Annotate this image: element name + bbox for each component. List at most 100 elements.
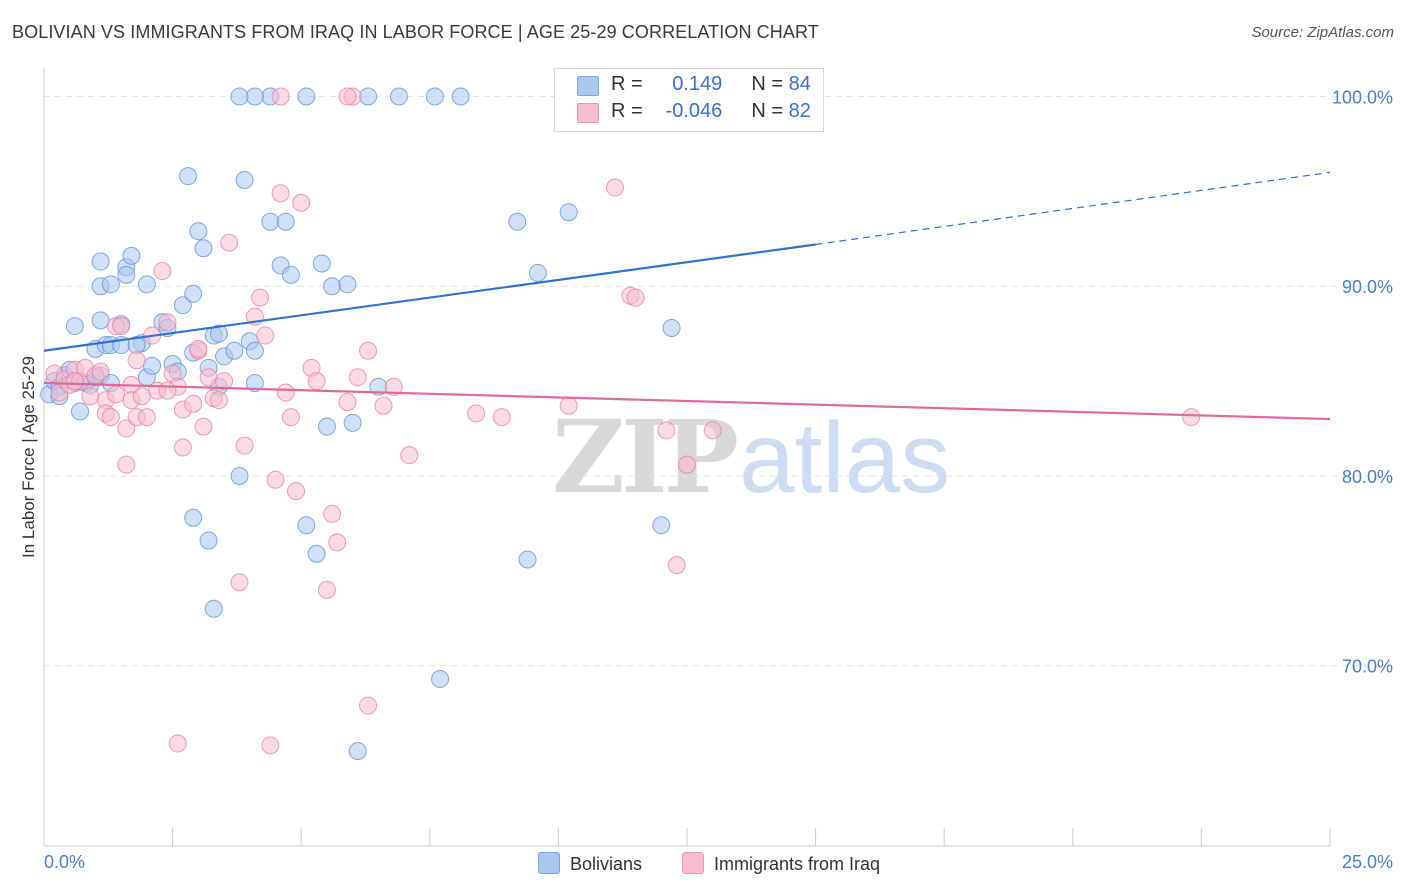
data-point	[323, 504, 342, 523]
data-point	[626, 288, 645, 307]
data-point	[451, 87, 470, 106]
data-point	[199, 531, 218, 550]
trend-line-extension	[815, 171, 1331, 246]
data-point	[184, 284, 203, 303]
data-point	[245, 341, 264, 360]
data-point	[184, 394, 203, 413]
y-tick-label: 80.0%	[1342, 467, 1393, 487]
legend-swatch-iraq	[577, 103, 599, 123]
y-tick-label: 90.0%	[1342, 277, 1393, 297]
bottom-legend-swatch-bolivians	[538, 852, 560, 874]
data-point	[199, 368, 218, 387]
data-point	[652, 516, 671, 535]
bottom-legend-label: Bolivians	[570, 854, 643, 874]
data-point	[261, 212, 280, 231]
data-point	[271, 87, 290, 106]
data-point	[338, 392, 357, 411]
data-point	[117, 265, 136, 284]
data-point	[338, 275, 357, 294]
data-point	[127, 351, 146, 370]
watermark-atlas: atlas	[738, 402, 951, 514]
data-point	[276, 212, 295, 231]
data-point	[117, 419, 136, 438]
data-point	[359, 87, 378, 106]
data-point	[317, 580, 336, 599]
data-point	[235, 170, 254, 189]
data-point	[65, 372, 84, 391]
data-point	[137, 408, 156, 427]
data-point	[173, 296, 192, 315]
trend-line-bolivians	[43, 243, 816, 352]
data-point	[194, 417, 213, 436]
data-point	[251, 288, 270, 307]
x-tick-label-min: 0.0%	[44, 852, 85, 872]
data-point	[230, 466, 249, 485]
data-point	[276, 383, 295, 402]
data-point	[173, 438, 192, 457]
data-point	[703, 421, 722, 440]
data-point	[528, 263, 547, 282]
data-point	[132, 387, 151, 406]
data-point	[374, 396, 393, 415]
legend-r-value: -0.046	[665, 100, 723, 122]
data-point	[312, 254, 331, 273]
data-point	[678, 455, 696, 474]
data-point	[281, 408, 300, 427]
data-point	[101, 408, 120, 427]
data-point	[667, 556, 686, 575]
data-point	[605, 178, 624, 197]
data-point	[292, 193, 311, 212]
data-point	[184, 508, 203, 527]
watermark-zip: ZIP	[552, 398, 739, 516]
data-point	[307, 372, 326, 391]
data-point	[209, 324, 228, 343]
trend-line-iraq	[43, 381, 1331, 421]
source-label: Source: ZipAtlas.com	[1251, 24, 1394, 41]
bottom-legend-iraq: Immigrants from Iraq	[682, 852, 880, 875]
data-point	[230, 573, 249, 592]
data-point	[168, 734, 187, 753]
chart-title: BOLIVIAN VS IMMIGRANTS FROM IRAQ IN LABO…	[12, 22, 819, 42]
data-point	[297, 87, 316, 106]
data-point	[245, 87, 264, 106]
data-point	[137, 275, 156, 294]
data-point	[91, 252, 110, 271]
y-tick-label: 100.0%	[1332, 87, 1393, 107]
data-point	[91, 311, 110, 330]
data-point	[230, 87, 249, 106]
legend-n-value: 82	[788, 100, 811, 122]
data-point	[508, 212, 527, 231]
data-point	[287, 482, 306, 501]
y-axis-title: In Labor Force | Age 25-29	[19, 356, 38, 558]
data-point	[71, 402, 90, 421]
legend-r-label: R =	[611, 100, 643, 122]
data-points	[40, 87, 1201, 761]
watermark: ZIPatlas	[552, 398, 950, 516]
data-point	[204, 599, 223, 618]
data-point	[91, 362, 110, 381]
data-point	[343, 413, 362, 432]
data-point	[189, 222, 208, 241]
axis-labels: 100.0% 90.0% 80.0% 70.0% 0.0% 25.0% In Labor F…	[19, 87, 1393, 872]
series-iraq	[45, 87, 1201, 755]
data-point	[431, 670, 450, 689]
data-point	[65, 317, 84, 336]
legend-r-value: 0.149	[672, 73, 723, 95]
stats-legend: R = 0.149 N = 84 R = -0.046 N = 82	[554, 68, 824, 132]
data-point	[328, 533, 347, 552]
legend-n-label: N =	[751, 73, 784, 95]
data-point	[153, 262, 172, 281]
trend-lines	[43, 171, 1331, 421]
data-point	[348, 368, 367, 387]
data-point	[261, 736, 280, 755]
data-point	[359, 696, 378, 715]
data-point	[559, 203, 578, 222]
data-point	[158, 313, 177, 332]
data-point	[189, 339, 208, 358]
legend-n-value: 84	[788, 73, 811, 95]
axes	[43, 68, 1331, 847]
bottom-legend-swatch-iraq	[682, 852, 704, 874]
data-point	[518, 550, 537, 569]
legend-r-label: R =	[611, 73, 643, 95]
